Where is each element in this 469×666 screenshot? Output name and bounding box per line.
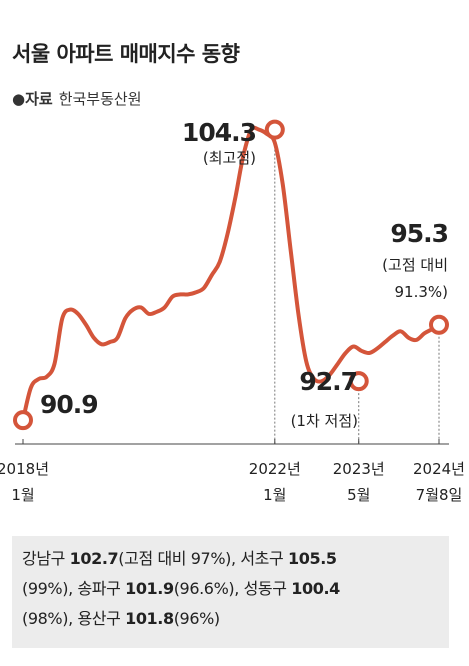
x-tick-label: 2018년 1월 bbox=[0, 460, 49, 504]
district-seongdong-ratio: (98%) bbox=[22, 609, 69, 628]
district-info-box: 강남구 102.7(고점 대비 97%), 서초구 105.5 (99%), 송… bbox=[12, 536, 449, 648]
district-seongdong: 성동구 100.4 bbox=[243, 579, 341, 598]
data-point-marker bbox=[348, 371, 369, 392]
series-line bbox=[21, 125, 441, 423]
chart-title: 서울 아파트 매매지수 동향 bbox=[12, 42, 240, 66]
data-point-marker bbox=[13, 410, 33, 431]
data-point-marker bbox=[429, 314, 449, 335]
value-label: 90.9 bbox=[40, 390, 98, 419]
annotation-note: (1차 저점) bbox=[291, 412, 358, 430]
district-yongsan: 용산구 101.8(96%) bbox=[77, 609, 220, 628]
x-tick-label: 2022년 1월 bbox=[249, 460, 301, 504]
source-label: 자료 bbox=[25, 90, 53, 108]
source-line: ●자료 한국부동산원 bbox=[12, 88, 142, 109]
district-songpa: 송파구 101.9(96.6%) bbox=[77, 579, 235, 598]
x-tick-label: 2024년 7월8일 bbox=[413, 460, 465, 504]
value-label: 104.3 bbox=[182, 118, 256, 147]
bullet-icon: ● bbox=[12, 90, 26, 108]
annotation-note: (고점 대비 91.3%) bbox=[382, 256, 448, 301]
district-seocho-ratio: (99%) bbox=[22, 579, 69, 598]
value-label: 92.7 bbox=[299, 367, 357, 396]
annotation-note: (최고점) bbox=[203, 149, 256, 167]
x-tick-label: 2023년 5월 bbox=[333, 460, 385, 504]
line-chart: 2018년 1월 2022년 1월 2023년 5월 2024년 7월8일 90.9 104.3… bbox=[0, 118, 465, 504]
district-gangnam: 강남구 102.7(고점 대비 97%) bbox=[22, 549, 231, 568]
data-point-marker bbox=[264, 119, 285, 140]
district-seocho: 서초구 105.5 bbox=[240, 549, 337, 568]
value-label: 95.3 bbox=[390, 219, 448, 248]
source-value: 한국부동산원 bbox=[58, 90, 142, 108]
